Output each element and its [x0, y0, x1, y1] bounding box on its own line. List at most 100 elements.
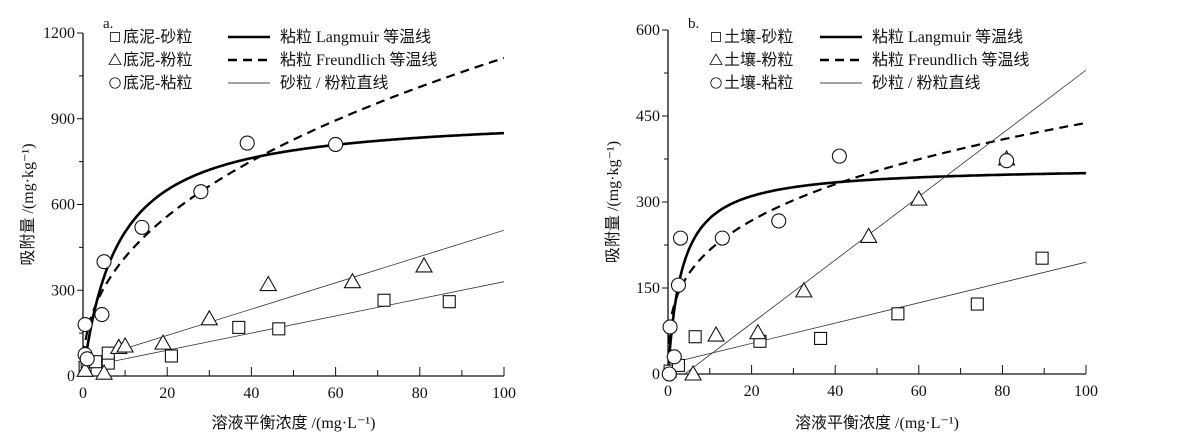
panel-label: a. [103, 16, 113, 32]
data-point-square [232, 320, 246, 334]
legend-marker-square [711, 32, 721, 42]
legend-label: 土壤-粘粒 [724, 73, 793, 92]
y-tick-label: 450 [636, 108, 660, 125]
x-tick-label: 20 [159, 385, 175, 402]
y-tick-label: 600 [636, 22, 660, 39]
panel-b: 0 20 40 60 80 100 0 150 300 450 600 溶液平衡浓度 /(mg·L⁻¹… [604, 16, 1098, 432]
panel-a: 0 20 40 60 80 100 0 300 600 900 1200 溶液平衡浓度 /(mg·L⁻… [19, 16, 516, 432]
data-point-triangle [95, 364, 113, 380]
y-tick-label: 900 [51, 111, 75, 128]
legend-label: 粘粒 Freundlich 等温线 [280, 51, 437, 69]
x-tick-label: 100 [492, 385, 516, 402]
x-tick-label: 20 [744, 383, 760, 400]
legend-marker-triangle [108, 53, 122, 65]
series-circle [661, 148, 1015, 382]
legend-label: 粘粒 Langmuir 等温线 [280, 28, 431, 46]
data-point-circle [134, 219, 150, 235]
data-point-square [814, 331, 828, 346]
data-point-square [1035, 251, 1049, 265]
legend-marker-circle [710, 77, 722, 89]
data-point-square [891, 307, 905, 321]
data-point-triangle [200, 309, 219, 326]
data-point-circle [714, 230, 730, 246]
data-point-square [272, 322, 286, 336]
legend-marker-square [110, 32, 120, 42]
data-point-square [442, 295, 456, 309]
legend-label: 砂粒 / 粉粒直线 [280, 74, 388, 92]
legend-label: 底泥-粘粒 [123, 74, 192, 92]
x-axis-label: 溶液平衡浓度 /(mg·L⁻¹) [795, 414, 959, 432]
series-square [78, 293, 456, 374]
data-point-circle [831, 148, 847, 164]
data-point-circle [94, 306, 110, 323]
linear-fit-line [83, 281, 504, 368]
data-point-circle [999, 153, 1015, 169]
x-tick-label: 80 [994, 383, 1010, 400]
data-point-square [164, 349, 178, 363]
data-point-triangle [415, 256, 433, 273]
data-point-circle [771, 213, 787, 229]
y-axis-label: 吸附量 /(mg·kg⁻¹) [604, 141, 622, 263]
data-point-triangle [343, 272, 362, 289]
y-tick-label: 300 [636, 194, 660, 211]
linear-fit-line [83, 229, 504, 363]
x-tick-label: 40 [243, 385, 259, 402]
x-tick-label: 100 [1074, 383, 1098, 400]
data-point-circle [670, 277, 687, 293]
data-point-circle [79, 351, 95, 367]
data-point-square [377, 293, 391, 307]
data-point-circle [328, 136, 344, 153]
data-point-triangle [794, 281, 813, 298]
legend-label: 土壤-粉粒 [724, 50, 793, 69]
x-tick-label: 40 [827, 383, 843, 400]
x-tick-label: 60 [328, 385, 344, 402]
legend-label: 土壤-砂粒 [724, 27, 793, 46]
data-point-square [970, 297, 984, 311]
data-point-triangle [707, 325, 726, 342]
data-point-circle [193, 184, 209, 200]
data-point-triangle [859, 227, 878, 243]
data-point-circle [239, 135, 255, 151]
legend-marker-triangle [709, 53, 723, 65]
linear-fit-line [683, 69, 1086, 374]
data-point-triangle [116, 336, 135, 353]
x-tick-label: 0 [664, 383, 672, 400]
y-tick-label: 1200 [43, 25, 75, 42]
x-axis-label: 溶液平衡浓度 /(mg·L⁻¹) [212, 414, 376, 432]
x-tick-label: 0 [79, 385, 87, 402]
data-point-circle [672, 230, 689, 246]
series-square [663, 251, 1049, 378]
data-point-triangle [748, 323, 767, 340]
fit-lines [668, 69, 1086, 374]
langmuir-curve [668, 171, 1086, 374]
data-point-triangle [909, 190, 928, 206]
data-point-triangle [76, 361, 95, 377]
data-point-circle [77, 316, 93, 333]
legend-label: 砂粒 / 粉粒直线 [872, 74, 980, 92]
legend-label: 底泥-粉粒 [123, 51, 192, 69]
series-triangle [76, 256, 433, 380]
data-point-circle [661, 366, 677, 382]
data-point-triangle [259, 275, 278, 292]
y-tick-label: 0 [652, 366, 660, 383]
series-triangle [684, 149, 1016, 381]
legend-label: 粘粒 Langmuir 等温线 [872, 28, 1023, 46]
y-tick-label: 150 [636, 280, 660, 297]
y-tick-label: 0 [67, 368, 75, 385]
data-point-circle [662, 319, 678, 335]
x-tick-label: 60 [911, 383, 927, 400]
y-tick-label: 600 [51, 197, 75, 214]
y-axis-label: 吸附量 /(mg·kg⁻¹) [19, 143, 37, 265]
data-point-triangle [154, 334, 172, 350]
freundlich-curve [668, 121, 1086, 360]
data-point-circle [96, 254, 112, 270]
data-point-triangle [684, 364, 703, 381]
series-circle [77, 135, 344, 367]
legend-label: 底泥-砂粒 [123, 28, 192, 46]
fit-lines [83, 56, 504, 376]
freundlich-curve [83, 56, 504, 370]
